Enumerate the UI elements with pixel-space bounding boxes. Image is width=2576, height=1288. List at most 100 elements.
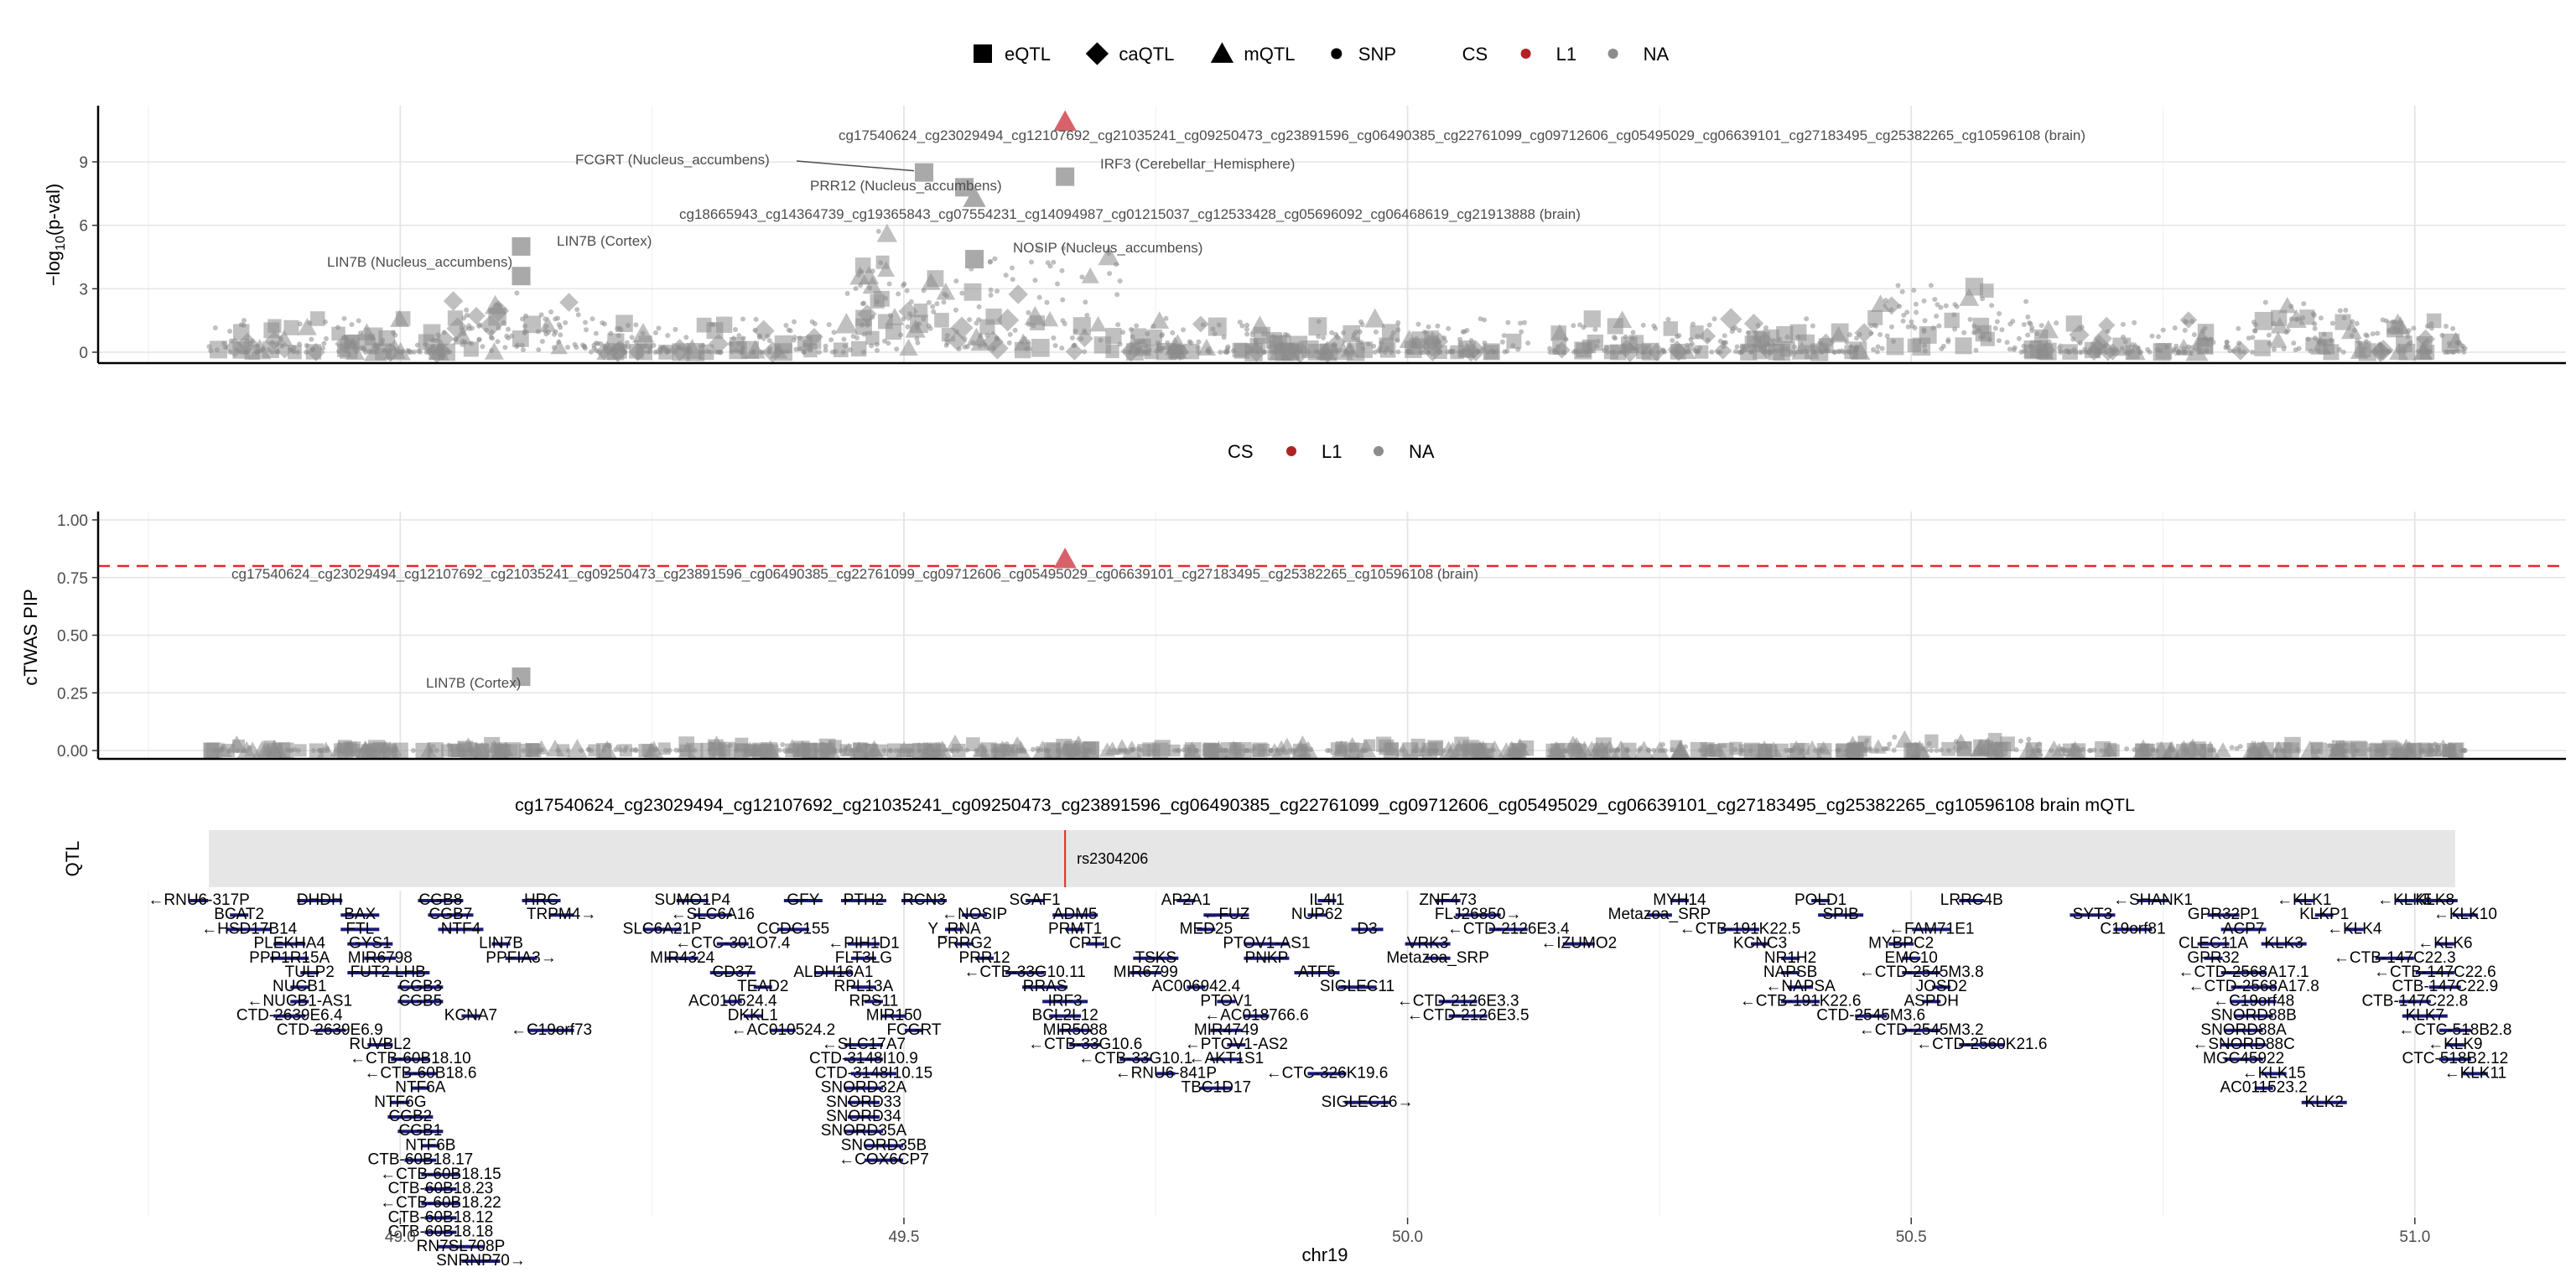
- gwas-point: [238, 322, 244, 328]
- gene-label: MIR4324: [650, 949, 715, 967]
- gene-label: RN7SL708P: [417, 1238, 506, 1255]
- gwas-point: [927, 270, 944, 288]
- gene-label: MIR6799: [1114, 963, 1178, 981]
- gene-label: BAX: [344, 906, 376, 923]
- gwas-point: [808, 347, 813, 353]
- gwas-point: [913, 304, 928, 318]
- gwas-point: [1505, 319, 1511, 325]
- gwas-point: [1181, 327, 1187, 333]
- gwas-point: [1722, 333, 1727, 339]
- ctwas-point: [1472, 745, 1478, 750]
- gwas-point: [1115, 322, 1121, 328]
- gwas-annotation-label: NOSIP (Nucleus_accumbens): [1013, 240, 1202, 256]
- ctwas-annotations: cg17540624_cg23029494_cg12107692_cg21035…: [98, 548, 2566, 691]
- legend-title-cs: CS: [1228, 441, 1254, 462]
- ctwas-point: [1934, 747, 1940, 753]
- gene-label: ←FUZ: [1202, 906, 1249, 923]
- gene-label: LHB: [395, 963, 426, 981]
- gwas-point: [206, 344, 212, 350]
- gwas-point: [1036, 246, 1041, 252]
- gene-label: CTD-2545M3.6: [1816, 1007, 1925, 1025]
- gwas-point: [1089, 315, 1107, 332]
- gene-label: KLK2: [2304, 1093, 2343, 1111]
- gwas-point: [2069, 325, 2090, 345]
- gene-label: GPR32P1: [2188, 906, 2260, 923]
- gwas-point: [460, 341, 465, 347]
- gwas-point: [2004, 340, 2010, 345]
- gene-label: PRRG2: [937, 935, 991, 953]
- gwas-annotation-label: LIN7B (Cortex): [557, 233, 652, 249]
- gwas-point: [2010, 319, 2016, 325]
- ctwas-point: [1946, 747, 1952, 753]
- gwas-point: [490, 335, 496, 341]
- gene-label: LRRC4B: [1940, 891, 2003, 909]
- gwas-point: [1553, 341, 1571, 359]
- gwas-point: [1420, 335, 1444, 357]
- gwas-point: [783, 322, 789, 328]
- gwas-point: [514, 290, 520, 296]
- gwas-point: [1583, 349, 1589, 355]
- ctwas-point: [1399, 747, 1405, 753]
- gene-label: SYT3: [2073, 906, 2113, 923]
- ctwas-point: [1121, 740, 1142, 759]
- gwas-point: [934, 313, 949, 328]
- ctwas-point: [382, 743, 397, 758]
- gene-label: MIR5088: [1043, 1021, 1108, 1039]
- ctwas-point: [1924, 734, 1939, 749]
- gwas-point: [428, 344, 444, 360]
- gwas-point: [2172, 325, 2178, 331]
- gwas-point: [601, 321, 607, 327]
- legend-key-cs-l1: [1520, 49, 1531, 59]
- gwas-point: [899, 338, 918, 356]
- gwas-point: [729, 349, 735, 355]
- ctwas-point: [896, 747, 902, 753]
- ctwas-point: [1402, 742, 1419, 759]
- gene-label: ←CTC-326K19.6: [1266, 1064, 1389, 1082]
- ctwas-point: [2408, 747, 2414, 753]
- ctwas-point: [2168, 745, 2174, 751]
- legend-label-cs-na: NA: [1644, 44, 1670, 65]
- gwas-point: [1003, 273, 1009, 278]
- ctwas-point: [2428, 747, 2434, 753]
- gwas-point: [2079, 349, 2085, 355]
- gwas-point: [1943, 303, 1949, 309]
- gwas-annotated-point: [1056, 167, 1075, 186]
- ctwas-point: [1697, 747, 1703, 753]
- gene-label: ←KLK9: [2428, 1036, 2482, 1053]
- gwas-point: [2271, 346, 2277, 352]
- gwas-point: [885, 323, 902, 340]
- qtl-y-axis-label: QTL: [62, 841, 83, 877]
- gwas-point: [927, 325, 933, 331]
- gwas-point: [1372, 350, 1378, 355]
- ctwas-point: [1303, 746, 1309, 752]
- gwas-point: [1739, 349, 1745, 355]
- gwas-point: [1160, 345, 1166, 351]
- ctwas-point: [557, 744, 570, 757]
- gwas-point: [1603, 345, 1619, 360]
- ctwas-point: [2150, 746, 2156, 752]
- gwas-point: [1954, 304, 1960, 309]
- ctwas-point: [1633, 740, 1654, 759]
- gwas-point: [2033, 329, 2049, 344]
- gwas-point: [222, 345, 228, 351]
- qtl-track: cg17540624_cg23029494_cg12107692_cg21035…: [62, 795, 2455, 887]
- gwas-point: [2181, 345, 2187, 351]
- ctwas-point: [1182, 741, 1202, 758]
- gwas-point: [464, 307, 470, 313]
- gwas-point: [1997, 310, 2002, 316]
- gwas-point: [802, 342, 808, 348]
- gwas-point: [979, 319, 995, 335]
- ctwas-point: [2026, 736, 2032, 742]
- gwas-point: [322, 319, 328, 325]
- ctwas-point: [1729, 741, 1742, 756]
- gwas-point: [1550, 324, 1569, 340]
- gwas-point: [1999, 327, 2005, 333]
- gwas-point: [1705, 337, 1711, 343]
- gwas-point: [1720, 308, 1742, 330]
- gwas-point: [1031, 339, 1050, 357]
- gwas-point: [2176, 349, 2182, 355]
- gene-label: AP2A1: [1161, 891, 1211, 909]
- ctwas-y-tick-label: 0.75: [57, 570, 88, 588]
- gene-label: CGB7: [429, 906, 473, 923]
- gwas-point: [288, 346, 293, 352]
